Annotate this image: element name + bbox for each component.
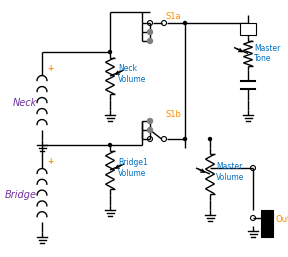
Text: Output: Output [275,216,288,225]
Text: +: + [47,157,53,166]
Circle shape [147,30,153,34]
Text: Master
Volume: Master Volume [216,162,245,182]
Circle shape [147,118,153,124]
Circle shape [183,22,187,24]
Circle shape [183,137,187,141]
Text: +: + [47,64,53,73]
Circle shape [147,39,153,43]
Text: S1b: S1b [165,110,181,119]
Text: Bridge1
Volume: Bridge1 Volume [118,158,148,178]
Text: Neck: Neck [13,97,37,107]
Text: Bridge: Bridge [5,190,37,200]
Circle shape [147,127,153,133]
Bar [240,23,256,35]
Text: S1a: S1a [165,12,181,21]
Circle shape [209,137,211,141]
Circle shape [109,50,111,53]
Bar [261,210,273,237]
Text: Master
Tone: Master Tone [254,44,281,63]
Text: Neck
Volume: Neck Volume [118,64,146,84]
Circle shape [109,143,111,146]
